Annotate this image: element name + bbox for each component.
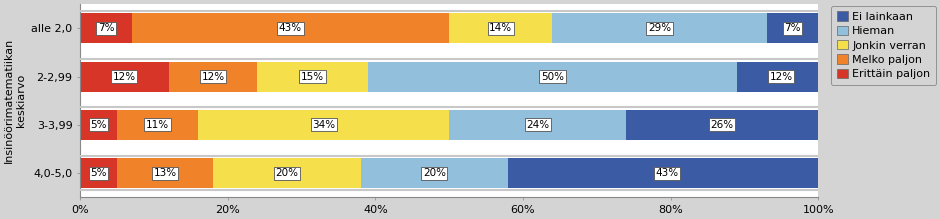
Text: 26%: 26% <box>711 120 734 130</box>
Text: 43%: 43% <box>279 23 302 33</box>
Text: 29%: 29% <box>648 23 671 33</box>
Text: 15%: 15% <box>301 72 324 81</box>
Text: 34%: 34% <box>312 120 336 130</box>
Bar <box>449 110 626 140</box>
Text: 50%: 50% <box>541 72 564 81</box>
Bar <box>132 13 449 43</box>
Bar <box>258 62 368 92</box>
Bar <box>213 158 361 188</box>
Text: 11%: 11% <box>146 120 169 130</box>
Bar <box>80 110 117 140</box>
Bar <box>766 13 818 43</box>
Bar <box>80 158 117 188</box>
Text: 12%: 12% <box>201 72 225 81</box>
Text: 20%: 20% <box>423 168 446 178</box>
Bar <box>198 110 449 140</box>
Text: 12%: 12% <box>113 72 136 81</box>
Bar <box>509 158 825 188</box>
Bar <box>553 13 766 43</box>
Bar <box>449 13 553 43</box>
Text: 7%: 7% <box>784 23 801 33</box>
Bar <box>80 62 168 92</box>
Text: 20%: 20% <box>275 168 298 178</box>
Text: 7%: 7% <box>98 23 114 33</box>
Y-axis label: Insinöörimatematiikan
keskiarvo: Insinöörimatematiikan keskiarvo <box>4 38 25 163</box>
Text: 24%: 24% <box>526 120 549 130</box>
Bar <box>626 110 818 140</box>
Bar <box>361 158 509 188</box>
Bar <box>737 62 825 92</box>
Text: 12%: 12% <box>770 72 792 81</box>
Bar <box>117 158 213 188</box>
Text: 5%: 5% <box>90 120 107 130</box>
Text: 5%: 5% <box>90 168 107 178</box>
Text: 43%: 43% <box>655 168 679 178</box>
Text: 13%: 13% <box>153 168 177 178</box>
Bar <box>368 62 737 92</box>
Bar <box>80 13 132 43</box>
Text: 14%: 14% <box>489 23 512 33</box>
Legend: Ei lainkaan, Hieman, Jonkin verran, Melko paljon, Erittäin paljon: Ei lainkaan, Hieman, Jonkin verran, Melk… <box>831 6 936 85</box>
Bar <box>117 110 198 140</box>
Bar <box>168 62 258 92</box>
